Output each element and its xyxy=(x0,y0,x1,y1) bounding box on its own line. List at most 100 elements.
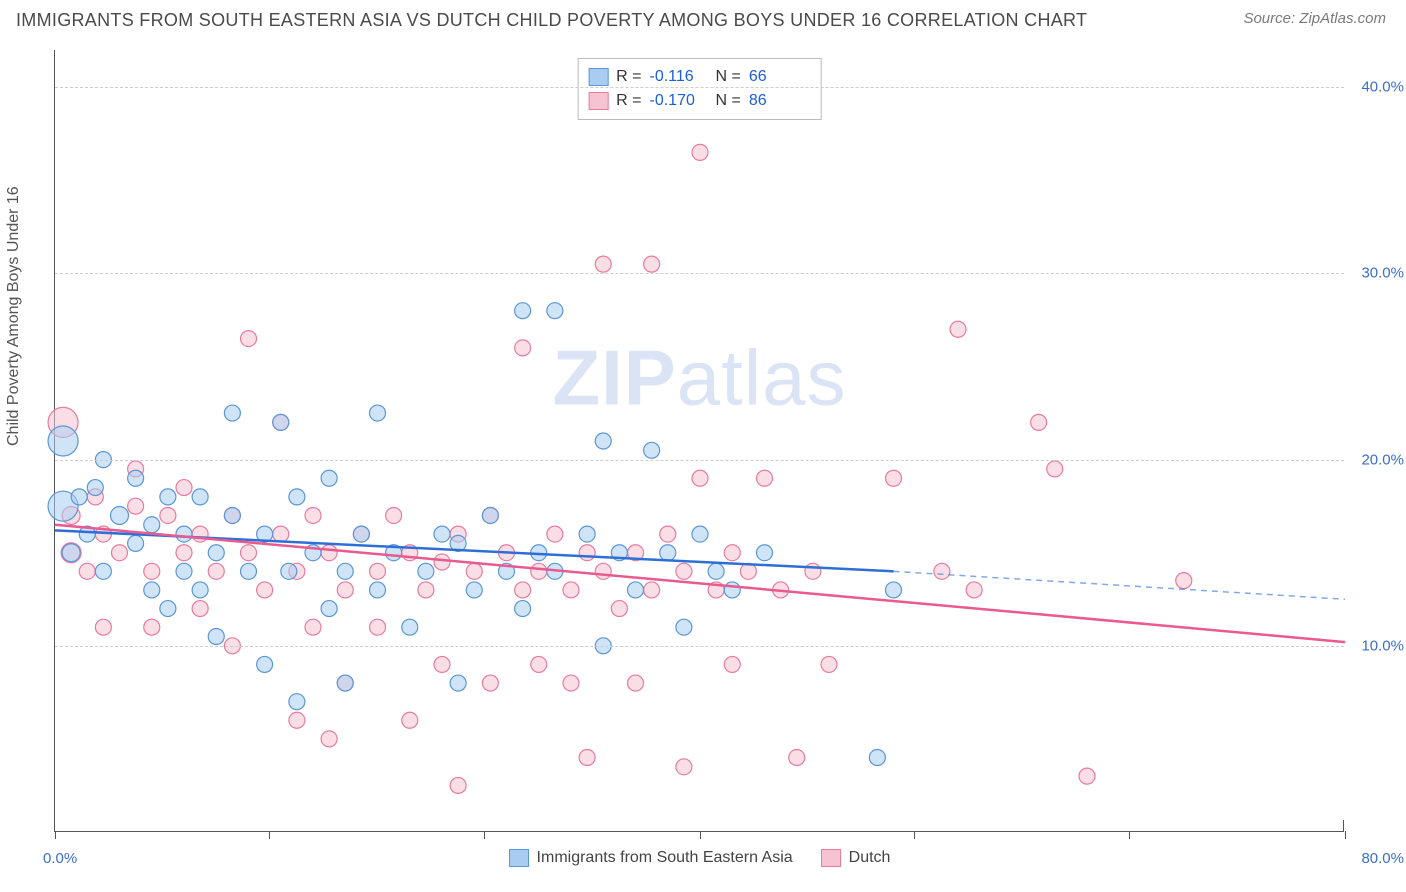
x-tick xyxy=(1345,831,1346,839)
legend-series-item: Immigrants from South Eastern Asia xyxy=(509,849,793,867)
data-point xyxy=(402,712,418,728)
data-point xyxy=(402,619,418,635)
data-point xyxy=(241,331,257,347)
data-point xyxy=(95,563,111,579)
data-point xyxy=(821,656,837,672)
data-point xyxy=(321,601,337,617)
data-point xyxy=(321,731,337,747)
data-point xyxy=(886,582,902,598)
legend-swatch xyxy=(588,68,608,86)
data-point xyxy=(660,545,676,561)
data-point xyxy=(950,321,966,337)
legend-series: Immigrants from South Eastern Asia Dutch xyxy=(509,849,891,867)
gridline xyxy=(55,273,1344,274)
y-tick-label: 40.0% xyxy=(1361,79,1404,96)
data-point xyxy=(128,470,144,486)
legend-n-label: N = xyxy=(716,65,741,89)
data-point xyxy=(208,629,224,645)
legend-correlation-row: R =-0.116N =66 xyxy=(588,65,807,89)
data-point xyxy=(144,517,160,533)
x-tick xyxy=(914,831,915,839)
data-point xyxy=(466,582,482,598)
data-point xyxy=(757,545,773,561)
data-point xyxy=(434,554,450,570)
x-tick xyxy=(55,831,56,839)
data-point xyxy=(595,563,611,579)
data-point xyxy=(208,545,224,561)
data-point xyxy=(789,750,805,766)
data-point xyxy=(434,526,450,542)
data-point xyxy=(305,619,321,635)
data-point xyxy=(144,582,160,598)
data-point xyxy=(869,750,885,766)
data-point xyxy=(87,480,103,496)
legend-r-value: -0.170 xyxy=(650,89,708,113)
data-point xyxy=(48,426,78,456)
data-point xyxy=(176,563,192,579)
data-point xyxy=(273,414,289,430)
legend-series-label: Immigrants from South Eastern Asia xyxy=(537,849,793,867)
data-point xyxy=(515,303,531,319)
data-point xyxy=(434,656,450,672)
data-point xyxy=(112,545,128,561)
data-point xyxy=(418,563,434,579)
data-point xyxy=(224,507,240,523)
data-point xyxy=(128,498,144,514)
data-point xyxy=(62,544,80,562)
data-point xyxy=(160,507,176,523)
data-point xyxy=(144,563,160,579)
data-point xyxy=(579,526,595,542)
data-point xyxy=(579,545,595,561)
data-point xyxy=(418,582,434,598)
data-point xyxy=(531,563,547,579)
data-point xyxy=(95,619,111,635)
data-point xyxy=(79,563,95,579)
chart-title: IMMIGRANTS FROM SOUTH EASTERN ASIA VS DU… xyxy=(16,10,1087,31)
data-point xyxy=(805,563,821,579)
data-point xyxy=(386,507,402,523)
legend-correlation-row: R =-0.170N =86 xyxy=(588,89,807,113)
y-tick-label: 20.0% xyxy=(1361,451,1404,468)
data-point xyxy=(289,489,305,505)
y-tick-label: 30.0% xyxy=(1361,265,1404,282)
plot-area: ZIPatlas R =-0.116N =66R =-0.170N =86 0.… xyxy=(54,50,1344,832)
gridline xyxy=(55,460,1344,461)
data-point xyxy=(692,144,708,160)
data-point xyxy=(966,582,982,598)
data-point xyxy=(370,405,386,421)
data-point xyxy=(257,582,273,598)
data-point xyxy=(281,563,297,579)
data-point xyxy=(241,545,257,561)
legend-n-value: 66 xyxy=(749,65,807,89)
data-point xyxy=(563,582,579,598)
data-point xyxy=(676,759,692,775)
data-point xyxy=(71,489,87,505)
data-point xyxy=(676,619,692,635)
data-point xyxy=(611,601,627,617)
data-point xyxy=(321,545,337,561)
data-point xyxy=(724,545,740,561)
data-point xyxy=(660,526,676,542)
data-point xyxy=(160,601,176,617)
data-point xyxy=(450,675,466,691)
data-point xyxy=(1079,768,1095,784)
x-tick xyxy=(269,831,270,839)
data-point xyxy=(547,303,563,319)
data-point xyxy=(192,582,208,598)
data-point xyxy=(1031,414,1047,430)
data-point xyxy=(144,619,160,635)
legend-swatch xyxy=(588,92,608,110)
legend-r-value: -0.116 xyxy=(650,65,708,89)
data-point xyxy=(176,480,192,496)
data-point xyxy=(563,675,579,691)
legend-swatch xyxy=(509,849,529,867)
legend-n-label: N = xyxy=(716,89,741,113)
gridline xyxy=(55,87,1344,88)
legend-series-label: Dutch xyxy=(849,849,891,867)
data-point xyxy=(241,563,257,579)
legend-r-label: R = xyxy=(616,89,641,113)
data-point xyxy=(111,506,129,524)
data-point xyxy=(515,582,531,598)
scatter-svg xyxy=(55,50,1344,831)
data-point xyxy=(192,601,208,617)
